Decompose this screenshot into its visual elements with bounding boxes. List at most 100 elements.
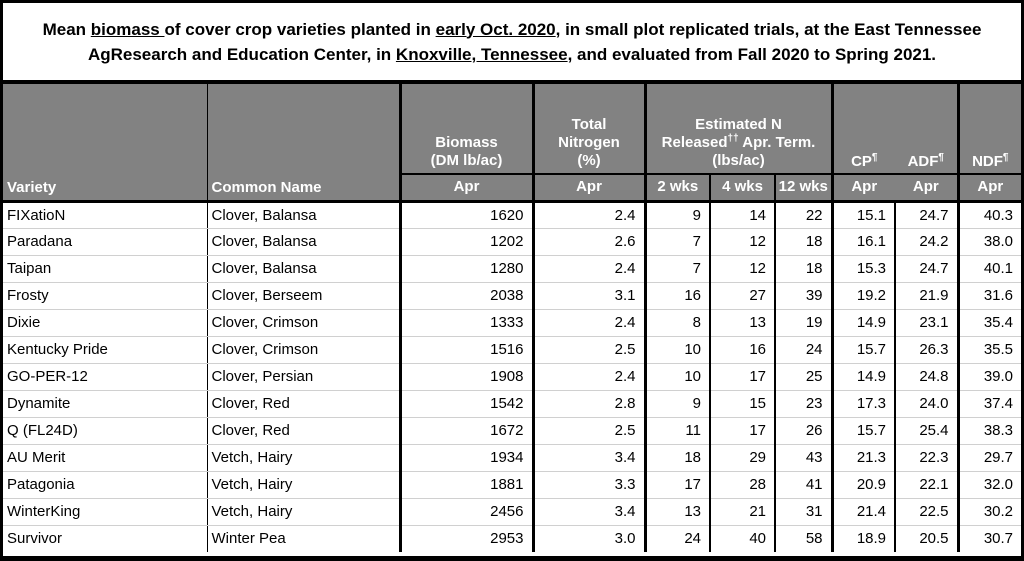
subheader-2wks: 2 wks xyxy=(645,174,711,203)
cell-biomass: 1516 xyxy=(400,336,535,364)
table-header: Variety Common Name Biomass (DM lb/ac) T… xyxy=(3,84,1021,203)
cell-common-name: Clover, Berseem xyxy=(207,282,402,310)
cell-cp: 21.3 xyxy=(832,444,897,472)
cell-biomass: 1280 xyxy=(400,255,535,283)
table-row: Kentucky Pride Clover, Crimson 1516 2.5 … xyxy=(3,336,1021,364)
header-ndf: NDF¶ xyxy=(958,84,1021,175)
cell-n-4wks: 12 xyxy=(710,255,776,283)
cell-total-nitrogen: 3.1 xyxy=(533,282,647,310)
cell-n-12wks: 43 xyxy=(775,444,834,472)
table-row: Patagonia Vetch, Hairy 1881 3.3 17 28 41… xyxy=(3,471,1021,499)
cell-total-nitrogen: 2.5 xyxy=(533,336,647,364)
subheader-biomass-apr: Apr xyxy=(400,174,535,203)
cell-common-name: Winter Pea xyxy=(207,525,402,552)
cell-n-4wks: 16 xyxy=(710,336,776,364)
subheader-cp-adf-apr: Apr Apr xyxy=(832,174,960,203)
cell-variety: FIXatioN xyxy=(3,201,208,229)
pilcrow-superscript: ¶ xyxy=(1002,152,1009,163)
table-row: Paradana Clover, Balansa 1202 2.6 7 12 1… xyxy=(3,228,1021,256)
cell-n-12wks: 31 xyxy=(775,498,834,526)
cell-cp: 14.9 xyxy=(832,363,897,391)
ndf-text: NDF xyxy=(972,153,1003,170)
cell-n-2wks: 17 xyxy=(645,471,711,499)
cell-n-12wks: 24 xyxy=(775,336,834,364)
cell-adf: 20.5 xyxy=(895,525,960,552)
cell-n-4wks: 17 xyxy=(710,417,776,445)
cell-n-12wks: 58 xyxy=(775,525,834,552)
cell-total-nitrogen: 3.3 xyxy=(533,471,647,499)
title-segment: Knoxville, Tennessee xyxy=(395,44,568,64)
cell-biomass: 1934 xyxy=(400,444,535,472)
title-segment: early Oct. 2020 xyxy=(435,19,556,39)
cell-variety: Taipan xyxy=(3,255,208,283)
table-row: Taipan Clover, Balansa 1280 2.4 7 12 18 … xyxy=(3,255,1021,283)
cell-n-4wks: 14 xyxy=(710,201,776,229)
cell-cp: 18.9 xyxy=(832,525,897,552)
cell-n-2wks: 9 xyxy=(645,390,711,418)
cell-adf: 24.7 xyxy=(895,255,960,283)
cell-total-nitrogen: 2.4 xyxy=(533,363,647,391)
cell-biomass: 1620 xyxy=(400,201,535,229)
cell-adf: 25.4 xyxy=(895,417,960,445)
header-adf-label: ADF¶ xyxy=(895,153,957,171)
cell-biomass: 1881 xyxy=(400,471,535,499)
cell-common-name: Vetch, Hairy xyxy=(207,444,402,472)
header-variety: Variety xyxy=(3,84,208,203)
estimated-n-text-2: Apr. Term. (lbs/ac) xyxy=(712,134,816,169)
dagger-superscript: †† xyxy=(727,133,739,144)
cell-n-12wks: 39 xyxy=(775,282,834,310)
cell-n-2wks: 24 xyxy=(645,525,711,552)
cell-adf: 24.8 xyxy=(895,363,960,391)
cell-ndf: 39.0 xyxy=(958,363,1021,391)
cell-ndf: 32.0 xyxy=(958,471,1021,499)
title-segment: of cover crop varieties planted in xyxy=(164,19,436,39)
cell-variety: Q (FL24D) xyxy=(3,417,208,445)
cell-n-12wks: 19 xyxy=(775,309,834,337)
cell-common-name: Vetch, Hairy xyxy=(207,498,402,526)
cell-n-4wks: 40 xyxy=(710,525,776,552)
table-body: FIXatioN Clover, Balansa 1620 2.4 9 14 2… xyxy=(3,201,1021,552)
cp-adf-apr-labels: Apr Apr xyxy=(834,178,957,195)
cell-ndf: 38.3 xyxy=(958,417,1021,445)
table-row: GO-PER-12 Clover, Persian 1908 2.4 10 17… xyxy=(3,363,1021,391)
cell-ndf: 35.5 xyxy=(958,336,1021,364)
header-total-nitrogen: Total Nitrogen (%) xyxy=(533,84,647,175)
estimated-n-text: Estimated N Released xyxy=(661,116,782,151)
cell-n-4wks: 29 xyxy=(710,444,776,472)
cell-cp: 16.1 xyxy=(832,228,897,256)
cell-cp: 19.2 xyxy=(832,282,897,310)
cell-common-name: Clover, Crimson xyxy=(207,309,402,337)
table-row: Dynamite Clover, Red 1542 2.8 9 15 23 17… xyxy=(3,390,1021,418)
cell-ndf: 40.1 xyxy=(958,255,1021,283)
cell-n-4wks: 13 xyxy=(710,309,776,337)
cell-biomass: 2953 xyxy=(400,525,535,552)
cell-adf: 24.0 xyxy=(895,390,960,418)
cell-variety: Dixie xyxy=(3,309,208,337)
cell-total-nitrogen: 3.4 xyxy=(533,444,647,472)
cell-cp: 15.7 xyxy=(832,417,897,445)
cell-n-2wks: 8 xyxy=(645,309,711,337)
table-row: Frosty Clover, Berseem 2038 3.1 16 27 39… xyxy=(3,282,1021,310)
cell-biomass: 1202 xyxy=(400,228,535,256)
cell-n-12wks: 23 xyxy=(775,390,834,418)
cell-variety: WinterKing xyxy=(3,498,208,526)
cell-n-12wks: 41 xyxy=(775,471,834,499)
header-biomass-label: Biomass (DM lb/ac) xyxy=(430,134,503,169)
cell-variety: Patagonia xyxy=(3,471,208,499)
cell-variety: Paradana xyxy=(3,228,208,256)
cell-cp: 20.9 xyxy=(832,471,897,499)
table-title: Mean biomass of cover crop varieties pla… xyxy=(3,3,1021,84)
cell-n-2wks: 11 xyxy=(645,417,711,445)
header-total-nitrogen-label: Total Nitrogen (%) xyxy=(558,116,620,169)
cell-cp: 17.3 xyxy=(832,390,897,418)
header-biomass: Biomass (DM lb/ac) xyxy=(400,84,535,175)
cell-n-2wks: 18 xyxy=(645,444,711,472)
cell-n-12wks: 22 xyxy=(775,201,834,229)
cell-cp: 15.7 xyxy=(832,336,897,364)
title-segment: Mean xyxy=(42,19,91,39)
cell-variety: AU Merit xyxy=(3,444,208,472)
cell-variety: Dynamite xyxy=(3,390,208,418)
cell-total-nitrogen: 2.4 xyxy=(533,255,647,283)
cell-n-2wks: 16 xyxy=(645,282,711,310)
